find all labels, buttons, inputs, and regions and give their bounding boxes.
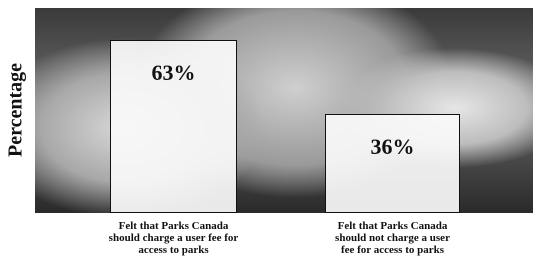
bar (325, 114, 460, 213)
x-tick-label: Felt that Parks Canada should not charge… (328, 220, 458, 256)
chart: Percentage 63% Felt that Parks Canada sho… (0, 0, 533, 268)
value-label: 36% (323, 134, 463, 160)
y-axis-label: Percentage (5, 63, 28, 157)
value-label: 63% (104, 60, 244, 86)
x-tick-label: Felt that Parks Canada should charge a u… (109, 220, 239, 256)
